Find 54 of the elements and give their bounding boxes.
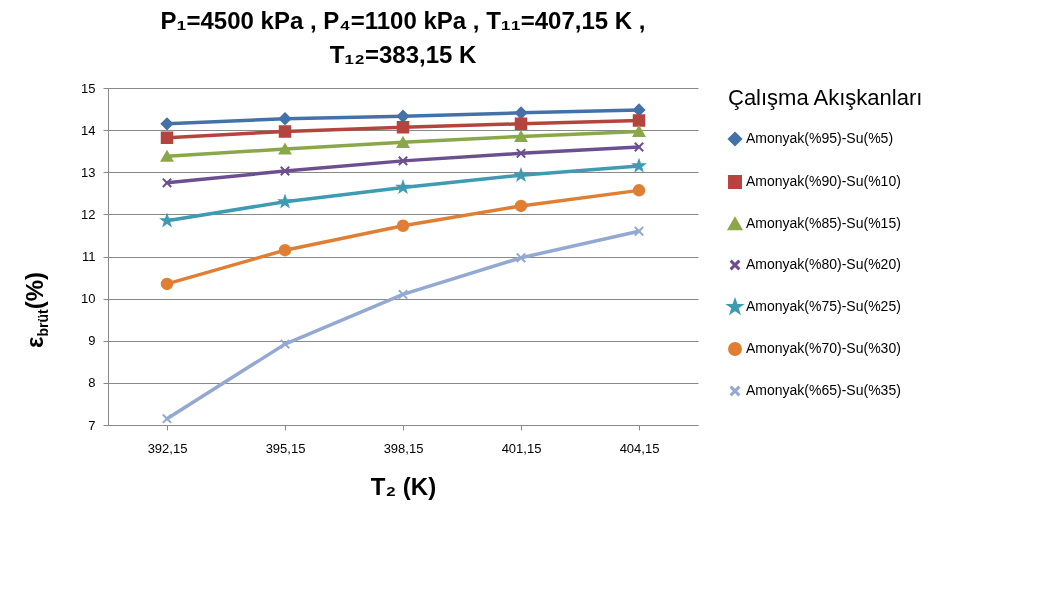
point bbox=[514, 199, 528, 213]
y-tick-label: 12 bbox=[81, 206, 96, 222]
point bbox=[632, 114, 646, 127]
legend-label: Amonyak(%75)-Su(%25) bbox=[746, 298, 901, 314]
x-tick-label: 401,15 bbox=[501, 440, 542, 456]
point bbox=[160, 150, 174, 162]
x-tick-label: 392,15 bbox=[147, 440, 188, 456]
legend-label: Amonyak(%95)-Su(%5) bbox=[746, 130, 894, 146]
x-tick-label: 398,15 bbox=[383, 440, 424, 456]
point bbox=[397, 289, 409, 300]
point bbox=[396, 136, 410, 148]
legend-title: Çalışma Akışkanları bbox=[728, 85, 923, 110]
point bbox=[514, 117, 528, 131]
point bbox=[397, 155, 409, 167]
point bbox=[632, 125, 646, 137]
legend-label: Amonyak(%90)-Su(%10) bbox=[746, 173, 901, 189]
point bbox=[514, 106, 528, 120]
point bbox=[515, 148, 527, 159]
point bbox=[279, 338, 291, 350]
point bbox=[161, 177, 173, 188]
y-tick-label: 14 bbox=[81, 122, 96, 138]
x-tick-label: 404,15 bbox=[619, 440, 660, 456]
y-tick-label: 10 bbox=[81, 291, 96, 307]
chart-title: P₁=4500 kPa , P₄=1100 kPa , T₁₁=407,15 K , T₁₂=383,15 K bbox=[160, 7, 646, 68]
legend-label: Amonyak(%65)-Su(%35) bbox=[746, 382, 901, 398]
point bbox=[396, 219, 410, 232]
y-tick-label: 7 bbox=[88, 417, 96, 433]
point bbox=[633, 226, 645, 237]
legend-label: Amonyak(%85)-Su(%15) bbox=[746, 215, 901, 231]
x-axis-title: T₂ (K) bbox=[370, 472, 437, 500]
point bbox=[278, 112, 292, 125]
point bbox=[632, 184, 646, 197]
point bbox=[396, 109, 410, 123]
y-tick-label: 9 bbox=[88, 333, 96, 349]
point bbox=[278, 143, 292, 155]
point bbox=[278, 243, 292, 257]
legend-label: Amonyak(%70)-Su(%30) bbox=[746, 340, 901, 356]
y-tick-label: 11 bbox=[82, 249, 96, 264]
point bbox=[160, 277, 174, 291]
y-tick-label: 8 bbox=[88, 375, 96, 391]
y-tick-label: 13 bbox=[81, 164, 96, 180]
y-tick-label: 15 bbox=[81, 80, 96, 96]
point bbox=[278, 125, 292, 138]
point bbox=[160, 131, 174, 144]
point bbox=[514, 130, 528, 142]
legend-label: Amonyak(%80)-Su(%20) bbox=[746, 256, 901, 272]
point bbox=[515, 252, 527, 263]
point bbox=[160, 117, 174, 131]
point bbox=[633, 141, 645, 153]
point bbox=[396, 120, 410, 134]
point bbox=[632, 103, 646, 117]
point bbox=[279, 165, 291, 177]
point bbox=[161, 413, 173, 424]
x-tick-label: 395,15 bbox=[265, 440, 306, 456]
